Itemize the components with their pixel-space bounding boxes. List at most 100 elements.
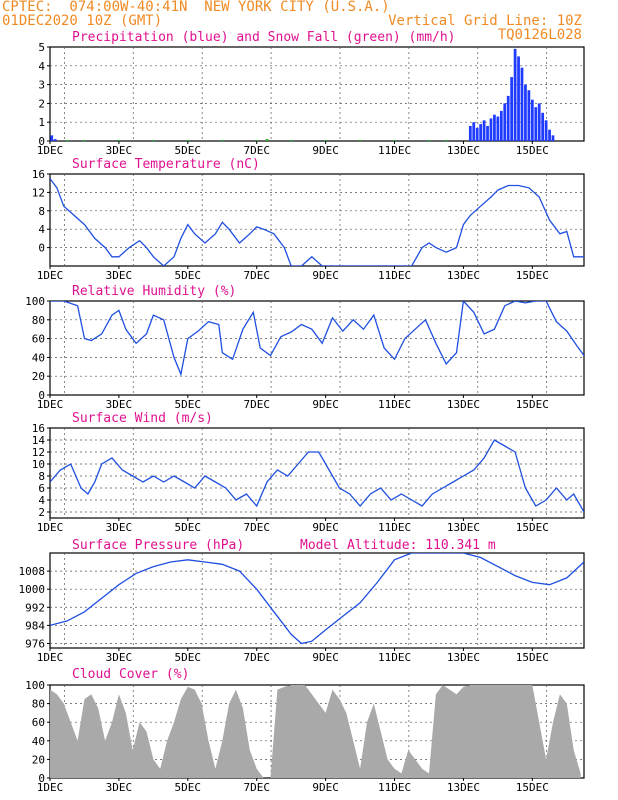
precip-bar bbox=[551, 135, 555, 141]
panel-precip: 0 1 2 3 4 5 1DEC 3DEC 5DEC 7DEC 9DEC 11DEC 13DEC 15DE… bbox=[37, 30, 585, 157]
y-tick-label: 0 bbox=[38, 389, 45, 402]
precip-bar bbox=[472, 122, 476, 141]
y-tick-label: 16 bbox=[32, 168, 45, 181]
y-tick-label: 80 bbox=[32, 314, 45, 327]
temp-series-line bbox=[50, 178, 584, 266]
x-tick-label: 13DEC bbox=[447, 398, 480, 411]
x-tick-label: 3DEC bbox=[106, 269, 133, 282]
x-tick-label: 9DEC bbox=[312, 651, 339, 664]
plot-frame bbox=[49, 300, 585, 396]
x-tick-label: 7DEC bbox=[243, 398, 270, 411]
precip-bar bbox=[530, 99, 534, 141]
x-tick-label: 3DEC bbox=[106, 781, 133, 794]
y-tick-label: 60 bbox=[32, 333, 45, 346]
x-tick-label: 15DEC bbox=[516, 269, 549, 282]
y-tick-label: 40 bbox=[32, 351, 45, 364]
x-tick-label: 9DEC bbox=[312, 269, 339, 282]
y-tick-label: 2 bbox=[38, 506, 45, 519]
y-tick-label: 5 bbox=[38, 41, 45, 54]
precip-bar bbox=[482, 120, 486, 141]
x-tick-label: 7DEC bbox=[243, 781, 270, 794]
header-code: TQ0126L028 bbox=[497, 27, 582, 43]
precip-bar bbox=[544, 120, 548, 141]
precip-bar bbox=[468, 125, 472, 141]
x-tick-label: 11DEC bbox=[378, 144, 411, 157]
x-tick-label: 13DEC bbox=[447, 521, 480, 534]
y-tick-label: 16 bbox=[32, 422, 45, 435]
x-tick-label: 3DEC bbox=[106, 398, 133, 411]
x-tick-label: 15DEC bbox=[516, 521, 549, 534]
precip-bar bbox=[499, 110, 503, 141]
snow-bar bbox=[83, 140, 86, 142]
header-line1: CPTEC: 074:00W-40:41N NEW YORK CITY (U.S… bbox=[2, 0, 390, 15]
snow-bar bbox=[117, 140, 121, 142]
pres-series-line bbox=[50, 553, 584, 645]
panel-title: Relative Humidity (%) bbox=[72, 284, 236, 299]
precip-bar bbox=[548, 129, 551, 141]
snow-bar bbox=[65, 140, 69, 142]
x-tick-label: 11DEC bbox=[378, 651, 411, 664]
x-tick-label: 15DEC bbox=[516, 781, 549, 794]
snow-bar bbox=[151, 140, 155, 142]
y-tick-label: 992 bbox=[25, 601, 45, 614]
precip-bar bbox=[517, 56, 520, 141]
snow-bar bbox=[186, 140, 190, 142]
precip-bar bbox=[524, 84, 527, 141]
precip-bar bbox=[537, 103, 541, 141]
precip-bar bbox=[489, 118, 493, 141]
precip-bar bbox=[506, 95, 510, 141]
snow-bar bbox=[324, 140, 327, 142]
x-tick-label: 3DEC bbox=[106, 521, 133, 534]
x-tick-label: 11DEC bbox=[378, 781, 411, 794]
panel-title: Surface Temperature (nC) bbox=[72, 157, 260, 172]
panel-title: Precipitation (blue) and Snow Fall (gree… bbox=[72, 30, 456, 45]
y-tick-label: 6 bbox=[38, 482, 45, 495]
y-tick-label: 20 bbox=[32, 753, 45, 766]
x-tick-label: 11DEC bbox=[378, 521, 411, 534]
y-tick-label: 20 bbox=[32, 370, 45, 383]
y-tick-label: 0 bbox=[38, 242, 45, 255]
x-tick-label: 7DEC bbox=[243, 269, 270, 282]
y-tick-label: 1 bbox=[38, 116, 45, 129]
x-tick-label: 5DEC bbox=[175, 521, 202, 534]
x-tick-label: 9DEC bbox=[312, 521, 339, 534]
x-tick-label: 5DEC bbox=[175, 144, 202, 157]
x-tick-label: 15DEC bbox=[516, 144, 549, 157]
snow-bar bbox=[220, 140, 224, 142]
y-tick-label: 14 bbox=[32, 434, 46, 447]
y-tick-label: 100 bbox=[25, 679, 45, 692]
y-tick-label: 0 bbox=[38, 135, 45, 148]
y-tick-label: 40 bbox=[32, 735, 45, 748]
precip-bar bbox=[520, 67, 524, 141]
x-tick-label: 15DEC bbox=[516, 651, 549, 664]
panel-cloud: 0 20 40 60 80 100 1DEC 3DEC 5DEC 7DEC 9DEC 11DEC 13D… bbox=[25, 667, 585, 794]
y-tick-label: 984 bbox=[25, 619, 45, 632]
y-tick-label: 0 bbox=[38, 772, 45, 785]
y-tick-label: 4 bbox=[38, 223, 45, 236]
x-tick-label: 13DEC bbox=[447, 269, 480, 282]
plot-frame bbox=[49, 427, 585, 519]
x-tick-label: 15DEC bbox=[516, 398, 549, 411]
y-tick-label: 2 bbox=[38, 97, 45, 110]
y-tick-label: 4 bbox=[38, 494, 45, 507]
header-date: 01DEC2020 10Z (GMT) bbox=[2, 13, 163, 29]
x-tick-label: 5DEC bbox=[175, 651, 202, 664]
snow-bar bbox=[289, 140, 293, 142]
panel-temp: 0 4 8 12 16 1DEC 3DEC 5DEC 7DEC 9DEC 11DEC 13DEC 15D… bbox=[32, 157, 585, 282]
y-tick-label: 976 bbox=[25, 637, 45, 650]
precip-bar bbox=[541, 112, 545, 141]
y-tick-label: 100 bbox=[25, 295, 45, 308]
snow-bar bbox=[255, 140, 259, 142]
cloud-cover-area bbox=[50, 685, 581, 778]
x-tick-label: 1DEC bbox=[37, 398, 64, 411]
precip-bar bbox=[534, 107, 538, 141]
precip-bar bbox=[53, 139, 57, 141]
y-tick-label: 80 bbox=[32, 698, 45, 711]
x-tick-label: 9DEC bbox=[312, 781, 339, 794]
precip-bar bbox=[486, 125, 489, 141]
x-tick-label: 5DEC bbox=[175, 781, 202, 794]
precip-bar bbox=[503, 103, 507, 141]
precip-bar bbox=[513, 48, 517, 141]
x-tick-label: 5DEC bbox=[175, 269, 202, 282]
